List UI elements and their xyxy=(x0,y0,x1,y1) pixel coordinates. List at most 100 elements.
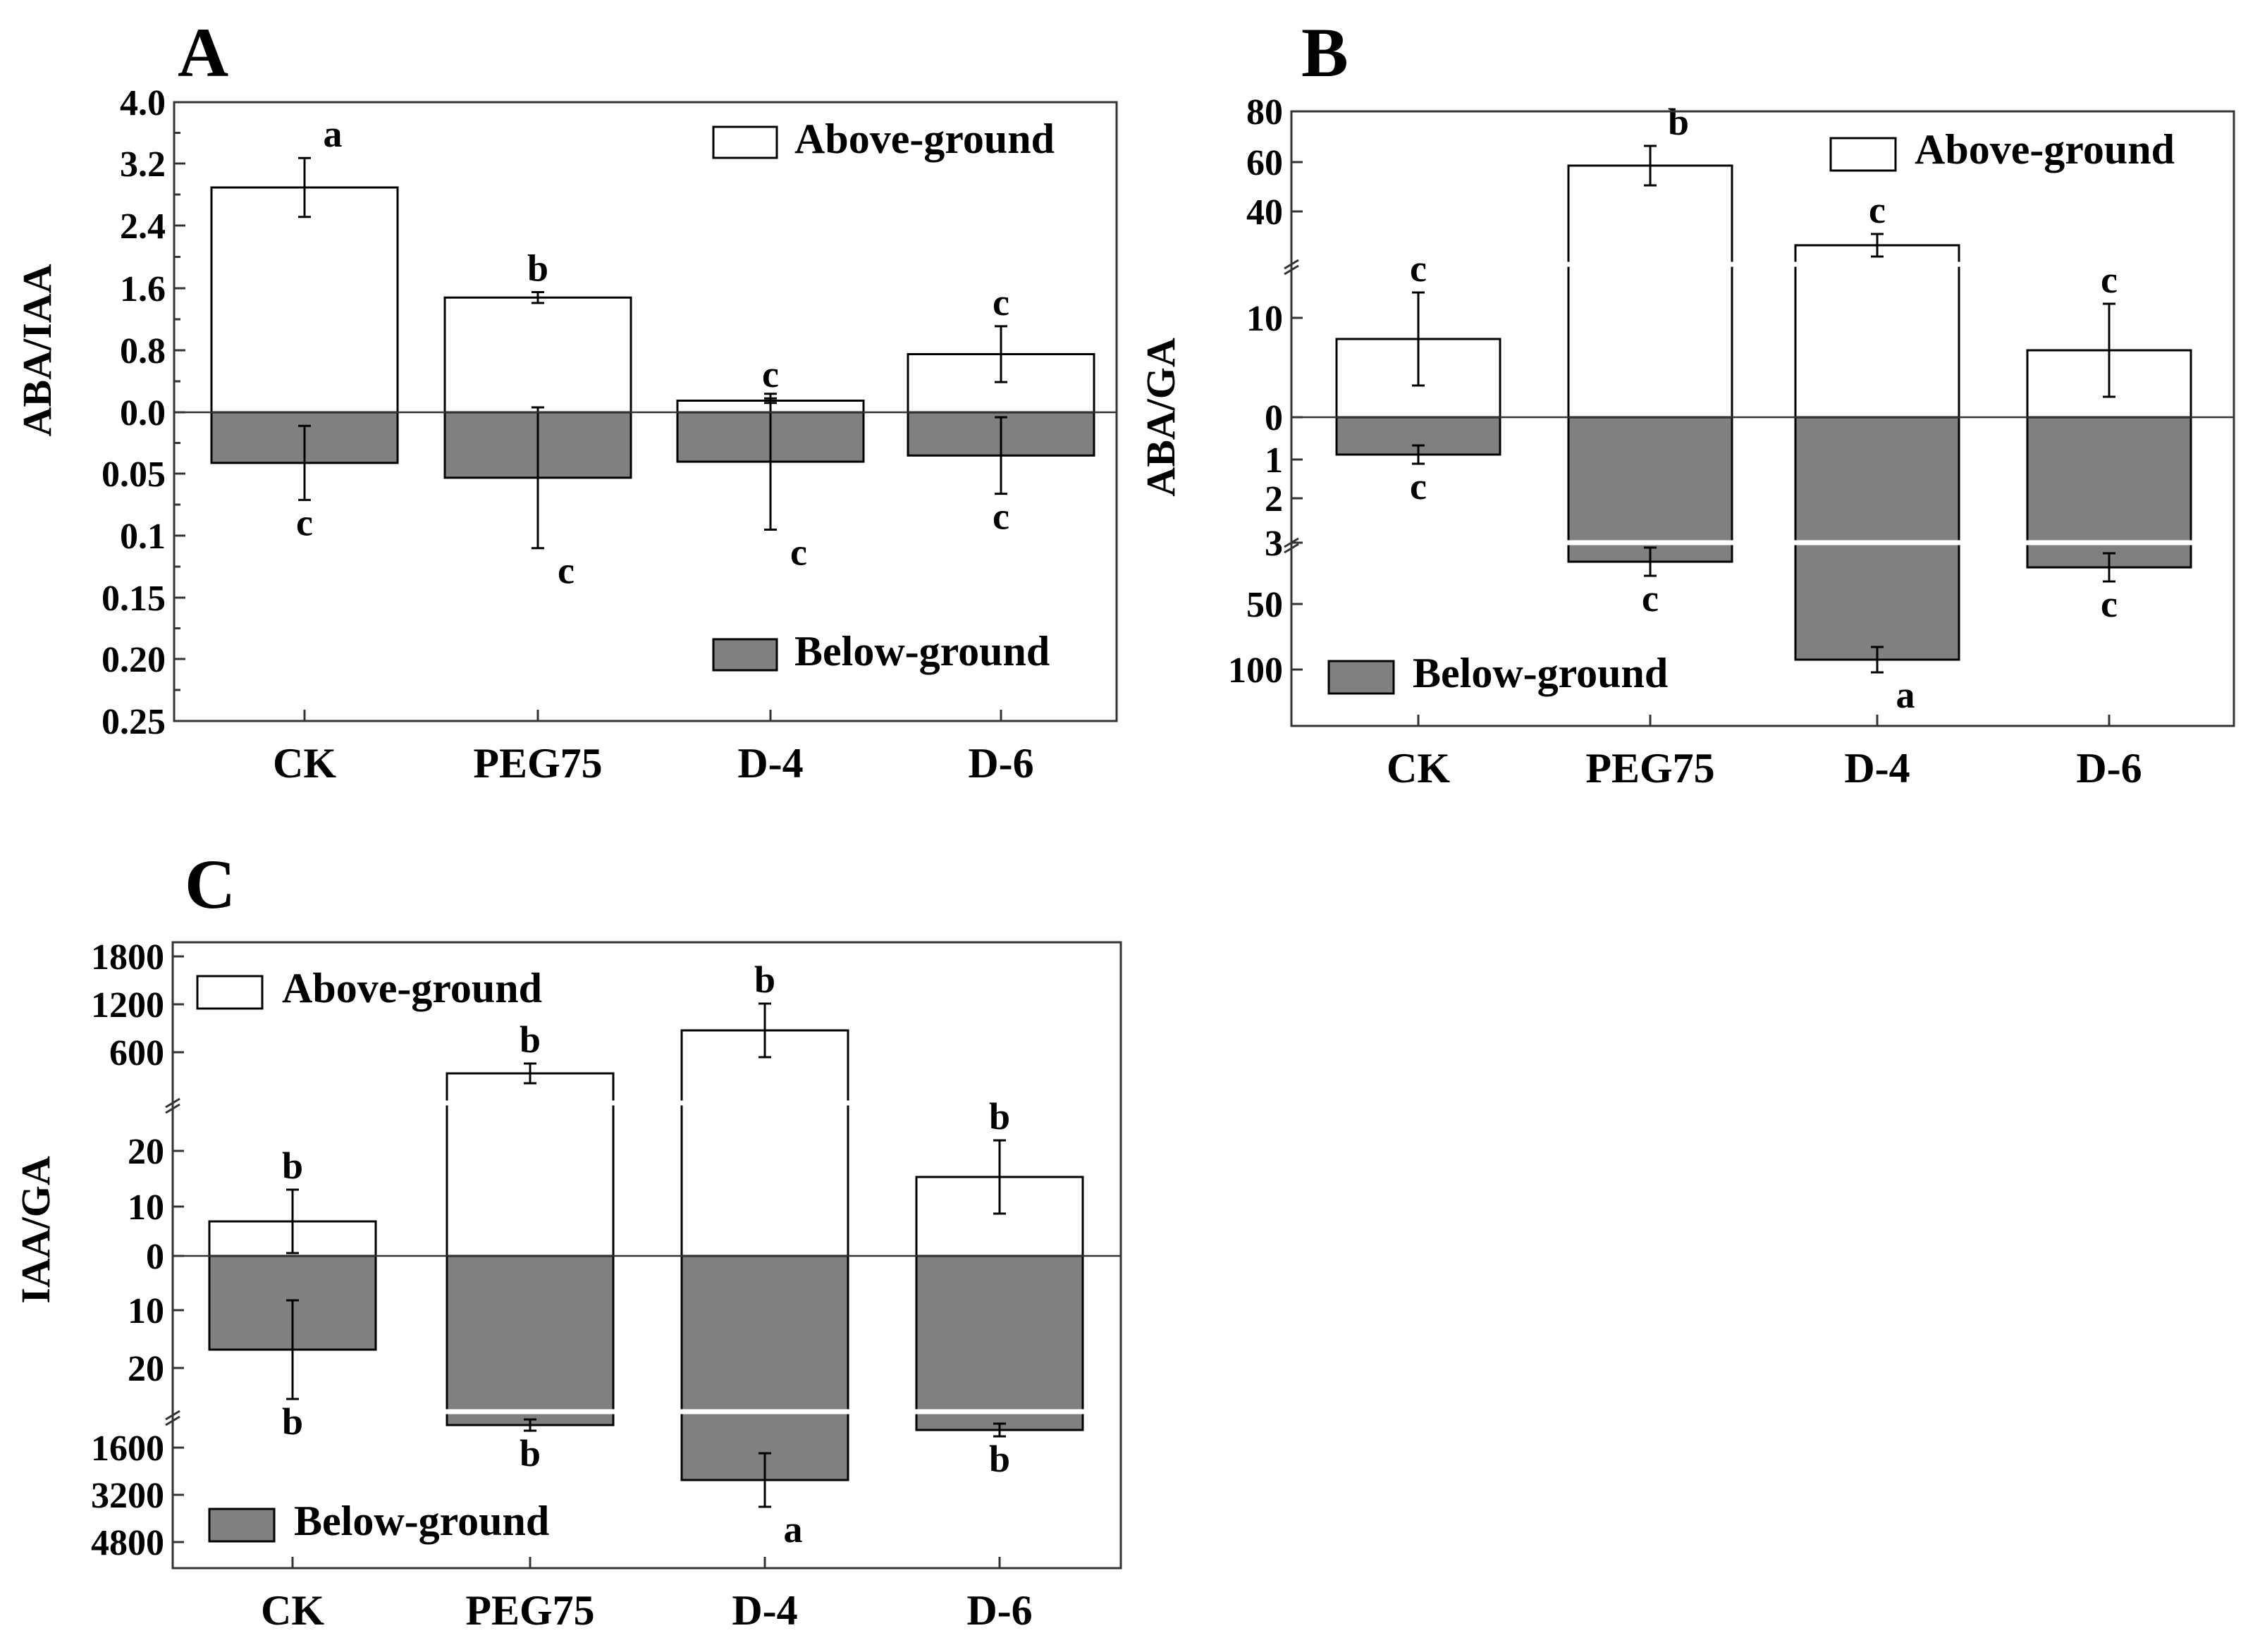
bar-below-peg75 xyxy=(446,1255,615,1426)
sig-letter-above-ck: c xyxy=(1410,247,1427,290)
x-tick-label-d-6: D-6 xyxy=(2076,745,2142,791)
axis-break-mark xyxy=(165,1097,180,1109)
bar-below-peg75 xyxy=(1567,416,1733,563)
y-tick-label-below: 1600 xyxy=(91,1429,164,1469)
sig-letter-below-d-6: c xyxy=(2101,583,2118,625)
y-tick-label-above: 40 xyxy=(1246,192,1283,233)
y-tick-label-above: 10 xyxy=(1246,299,1283,339)
legend-label-below: Below-ground xyxy=(294,1498,549,1544)
x-tick-label-ck: CK xyxy=(273,740,336,787)
sig-letter-below-d-4: a xyxy=(784,1508,803,1551)
y-tick-label-above: 60 xyxy=(1246,143,1283,183)
axis-break-mark xyxy=(1284,543,1299,554)
sig-letter-below-ck: c xyxy=(296,501,313,543)
x-tick-label-peg75: PEG75 xyxy=(1585,745,1714,791)
sig-letter-above-d-4: c xyxy=(1869,189,1886,231)
y-tick-label-below: 10 xyxy=(128,1291,164,1331)
legend-swatch-above xyxy=(712,125,778,159)
bar-above-peg75 xyxy=(443,296,632,414)
axis-break-mark xyxy=(1284,537,1299,548)
y-tick-label-above: 0 xyxy=(1265,398,1283,438)
sig-letter-above-peg75: b xyxy=(527,247,548,290)
x-tick-label-d-4: D-4 xyxy=(1844,745,1910,791)
y-tick-label-above: 10 xyxy=(128,1188,164,1228)
legend-label-above: Above-ground xyxy=(282,965,542,1011)
x-tick-label-ck: CK xyxy=(261,1587,324,1634)
sig-letter-above-d-6: c xyxy=(2101,259,2118,301)
axis-break-mark xyxy=(165,1410,180,1421)
sig-letter-above-d-4: c xyxy=(762,353,779,395)
bar-below-d-4 xyxy=(680,1255,849,1481)
plot-frame xyxy=(1290,110,2235,727)
y-tick-label-above: 0.0 xyxy=(120,393,166,433)
sig-letter-below-d-6: c xyxy=(993,495,1009,538)
panel-a: Aa c b c c c c c 4.0 3.2 2.4 1.6 0.8 0.0 0.05 0.1 0.15 0.… xyxy=(14,13,1118,787)
y-tick-label-below: 3 xyxy=(1265,524,1283,564)
panel-c: Cb b b b b a b b 1800 1200 600 20 10 0 10 20 1600 3200 480… xyxy=(13,845,1122,1634)
x-tick-label-d-4: D-4 xyxy=(737,740,803,787)
y-tick-label-below: 100 xyxy=(1228,651,1283,691)
axis-break-mark xyxy=(1284,259,1299,270)
sig-letter-above-peg75: b xyxy=(1668,101,1689,143)
sig-letter-above-d-4: b xyxy=(754,958,775,1001)
x-tick-label-d-4: D-4 xyxy=(732,1587,797,1634)
x-tick-label-ck: CK xyxy=(1387,745,1450,791)
bar-below-d-6 xyxy=(915,1255,1084,1431)
y-tick-label-below: 20 xyxy=(128,1349,164,1389)
y-tick-label-below: 3200 xyxy=(91,1476,164,1516)
x-tick-label-peg75: PEG75 xyxy=(473,740,602,787)
y-tick-label-below: 2 xyxy=(1265,479,1283,519)
sig-letter-below-ck: b xyxy=(282,1400,303,1443)
y-tick-label-below: 4800 xyxy=(91,1523,164,1563)
sig-letter-above-ck: a xyxy=(324,113,343,155)
y-tick-label-above: 1800 xyxy=(91,937,164,978)
bar-above-ck xyxy=(210,186,399,414)
y-tick-label-below: 50 xyxy=(1246,585,1283,625)
axis-break-mark xyxy=(165,1415,180,1426)
legend-swatch-below xyxy=(1327,660,1395,695)
legend-label-above: Above-ground xyxy=(794,116,1055,162)
legend-label-below: Below-ground xyxy=(1413,650,1668,696)
sig-letter-above-d-6: c xyxy=(993,281,1009,323)
y-tick-label-above: 3.2 xyxy=(120,144,166,185)
legend-swatch-above xyxy=(196,975,264,1010)
y-tick-label-above: 4.0 xyxy=(120,83,166,123)
panel-label-c: C xyxy=(185,845,235,923)
y-tick-label-above: 0.8 xyxy=(120,331,166,371)
sig-letter-above-ck: b xyxy=(282,1145,303,1187)
x-tick-label-d-6: D-6 xyxy=(966,1587,1032,1634)
sig-letter-below-ck: c xyxy=(1410,465,1427,507)
legend-label-above: Above-ground xyxy=(1915,126,2175,173)
sig-letter-below-peg75: c xyxy=(558,550,575,592)
y-tick-label-above: 1.6 xyxy=(120,269,166,309)
axis-break-mark xyxy=(1284,264,1299,276)
bar-above-peg75 xyxy=(1567,164,1733,419)
y-axis-label: ABA/GA xyxy=(1138,338,1184,497)
legend-swatch-above xyxy=(1829,137,1897,172)
x-tick-label-peg75: PEG75 xyxy=(465,1587,594,1634)
panel-label-a: A xyxy=(178,13,228,92)
axis-break-mark xyxy=(165,1103,180,1114)
sig-letter-above-peg75: b xyxy=(520,1018,541,1061)
y-tick-label-below: 0.1 xyxy=(120,517,166,557)
y-tick-label-below: 0.05 xyxy=(102,455,166,495)
sig-letter-above-d-6: b xyxy=(989,1095,1010,1138)
sig-letter-below-peg75: c xyxy=(1642,577,1659,620)
sig-letter-below-d-6: b xyxy=(989,1438,1010,1480)
y-axis-label: IAA/GA xyxy=(13,1156,59,1304)
y-tick-label-above: 2.4 xyxy=(120,207,166,247)
y-tick-label-above: 1200 xyxy=(91,985,164,1025)
y-tick-label-below: 1 xyxy=(1265,440,1283,481)
x-tick-label-d-6: D-6 xyxy=(968,740,1033,787)
legend-swatch-below xyxy=(208,1508,276,1543)
legend-label-below: Below-ground xyxy=(794,628,1050,674)
panel-label-b: B xyxy=(1301,13,1349,92)
y-tick-label-above: 0 xyxy=(146,1237,164,1277)
sig-letter-below-d-4: a xyxy=(1896,674,1915,716)
y-tick-label-above: 20 xyxy=(128,1132,164,1172)
bar-above-d-4 xyxy=(680,1029,849,1257)
sig-letter-below-d-4: c xyxy=(790,531,807,573)
y-tick-label-below: 0.25 xyxy=(102,702,166,742)
